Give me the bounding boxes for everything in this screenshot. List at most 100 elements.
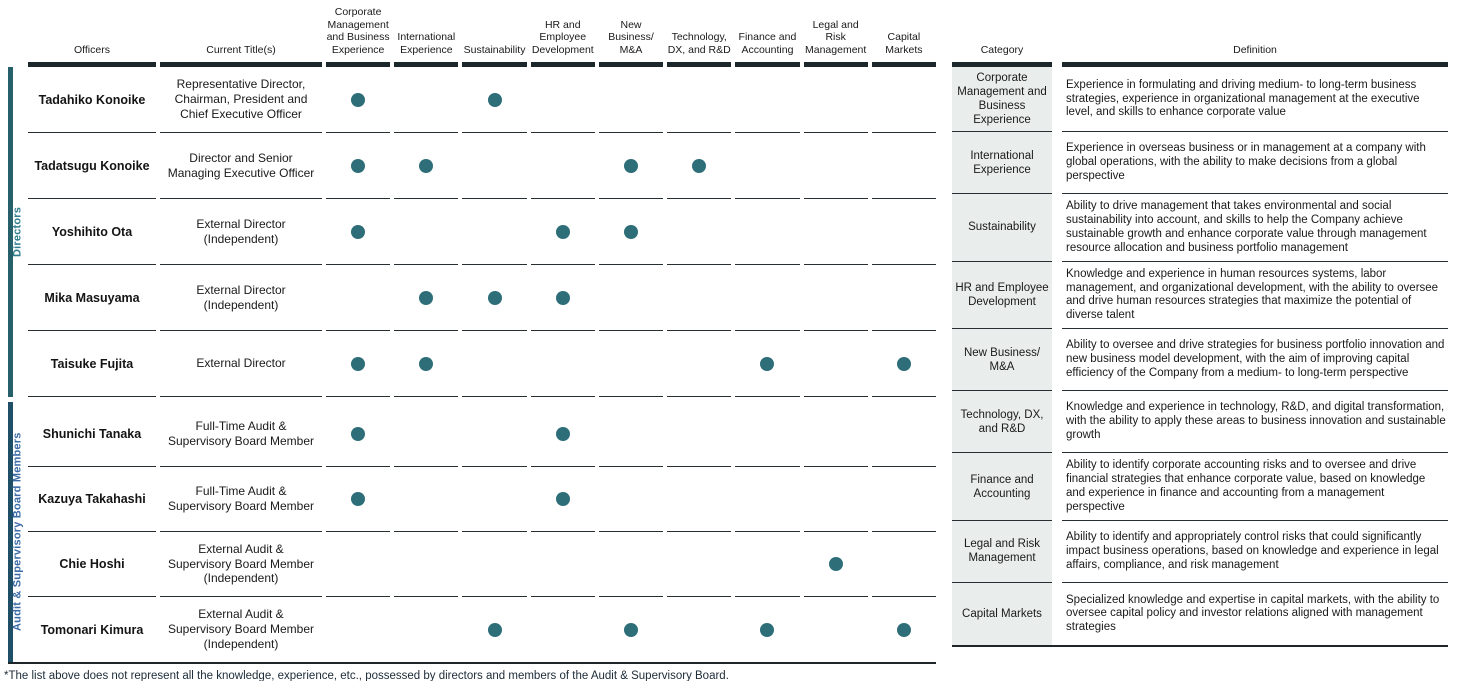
- column-header-officers: Officers: [28, 0, 156, 67]
- officer-row: Tadatsugu Konoike Director and Senior Man…: [28, 133, 936, 199]
- skill-cell-5: [598, 199, 664, 265]
- column-header-skill-6: Technology, DX, and R&D: [667, 0, 732, 67]
- skill-cell-8: [803, 331, 868, 397]
- skill-dot: [351, 92, 366, 107]
- column-header-skill-4: HR and Employee Development: [530, 0, 595, 67]
- skill-cell-2: [394, 331, 459, 397]
- skill-cell-7: [735, 133, 800, 199]
- column-header-skill-9: Capital Markets: [871, 0, 936, 67]
- skill-cell-8: [803, 467, 868, 532]
- officer-title: Representative Director, Chairman, Presi…: [160, 67, 322, 133]
- officer-row: Yoshihito Ota External Director (Independ…: [28, 199, 936, 265]
- skill-cell-8: [803, 67, 868, 133]
- skill-cell-3: [462, 265, 527, 331]
- skill-cell-6: [667, 133, 732, 199]
- definition-text: Ability to identify corporate accounting…: [1062, 453, 1448, 521]
- definition-category: Capital Markets: [952, 582, 1052, 645]
- skill-cell-3: [462, 67, 527, 133]
- skill-cell-7: [735, 467, 800, 532]
- skill-cell-3: [462, 133, 527, 199]
- definition-row-4: HR and Employee Development Knowledge and…: [952, 261, 1448, 330]
- skill-dot: [351, 356, 366, 371]
- skill-cell-8: [803, 133, 868, 199]
- skill-cell-8: [803, 265, 868, 331]
- skill-dot: [555, 290, 570, 305]
- group-rows: Tadahiko Konoike Representative Director,…: [28, 67, 936, 397]
- skill-cell-8: [803, 199, 868, 265]
- skill-cell-9: [871, 402, 936, 467]
- skill-cell-3: [462, 467, 527, 532]
- skill-cell-9: [871, 331, 936, 397]
- skill-cell-8: [803, 402, 868, 467]
- skill-dot: [623, 622, 638, 637]
- skill-cell-8: [803, 532, 868, 597]
- skill-cell-6: [667, 467, 732, 532]
- skill-cell-4: [530, 532, 595, 597]
- skill-cell-3: [462, 597, 526, 662]
- skill-dot: [828, 557, 843, 571]
- footnote: *The list above does not represent all t…: [4, 670, 729, 681]
- officer-row: Tadahiko Konoike Representative Director,…: [28, 67, 936, 133]
- skill-cell-3: [462, 331, 527, 397]
- officer-row: Taisuke Fujita External Director: [28, 331, 936, 397]
- skill-cell-1: [326, 467, 391, 532]
- officer-row: Tomonari Kimura External Audit & Supervis…: [28, 597, 936, 662]
- skill-dot: [623, 158, 638, 173]
- skill-cell-9: [871, 265, 936, 331]
- skill-dot: [419, 158, 434, 173]
- officer-name: Yoshihito Ota: [28, 199, 156, 265]
- definition-text: Ability to drive management that takes e…: [1062, 194, 1448, 262]
- skill-cell-5: [598, 467, 664, 532]
- skill-cell-9: [871, 532, 936, 597]
- skill-cell-4: [530, 402, 595, 467]
- skill-cell-9: [871, 67, 936, 133]
- definition-row-7: Finance and Accounting Ability to identif…: [952, 453, 1448, 521]
- skill-cell-4: [530, 67, 595, 133]
- officer-title: Director and Senior Managing Executive O…: [160, 133, 322, 199]
- officer-name: Chie Hoshi: [28, 532, 156, 597]
- definition-row-2: International Experience Experience in ov…: [952, 132, 1448, 194]
- officer-title: External Audit & Supervisory Board Membe…: [160, 532, 322, 597]
- column-header-skill-1: Corporate Management and Business Experi…: [326, 0, 391, 67]
- officer-name: Tomonari Kimura: [40, 622, 144, 637]
- skill-cell-6: [667, 532, 732, 597]
- skill-cell-2: [394, 467, 459, 532]
- column-header-skill-5: New Business/ M&A: [598, 0, 664, 67]
- matrix-header-rail-spacer: [8, 0, 24, 67]
- skill-dot: [760, 356, 775, 371]
- skill-cell-7: [735, 265, 800, 331]
- group-rows: Shunichi Tanaka Full-Time Audit & Supervi…: [28, 402, 936, 662]
- skill-cell-1: [326, 597, 390, 662]
- skill-cell-1: [326, 67, 391, 133]
- column-header-skill-2: International Experience: [394, 0, 459, 67]
- definition-category: HR and Employee Development: [952, 261, 1052, 330]
- skill-dot: [487, 92, 502, 107]
- group-label: Audit & Supervisory Board Members: [11, 432, 24, 632]
- skill-cell-8: [804, 597, 868, 662]
- column-header-definition: Definition: [1062, 0, 1448, 67]
- skill-dot: [351, 224, 366, 239]
- definition-row-3: Sustainability Ability to drive managemen…: [952, 194, 1448, 262]
- definition-text: Knowledge and experience in technology, …: [1062, 391, 1448, 454]
- group-bar: [8, 402, 13, 662]
- officer-group-1: Directors Tadahiko Konoike Representative …: [8, 67, 936, 397]
- definition-row-9: Capital Markets Specialized knowledge and…: [952, 582, 1448, 645]
- definition-text: Knowledge and experience in human resour…: [1062, 262, 1448, 330]
- skill-cell-3: [462, 199, 527, 265]
- skill-dot: [896, 622, 911, 637]
- skill-cell-1: [326, 265, 391, 331]
- group-bar: [8, 67, 13, 397]
- skill-cell-5: [599, 597, 663, 662]
- skill-cell-6: [667, 67, 732, 133]
- skill-cell-6: [667, 199, 732, 265]
- definitions-header-row: Category Definition: [952, 0, 1448, 67]
- skill-dot: [419, 290, 434, 305]
- group-rail: Audit & Supervisory Board Members: [8, 402, 24, 662]
- skill-dot: [351, 427, 366, 441]
- definition-category: Sustainability: [952, 194, 1052, 262]
- officer-title: Full-Time Audit & Supervisory Board Memb…: [160, 402, 322, 467]
- skill-cell-9: [872, 597, 936, 662]
- skill-dot: [487, 290, 502, 305]
- skill-cell-9: [871, 133, 936, 199]
